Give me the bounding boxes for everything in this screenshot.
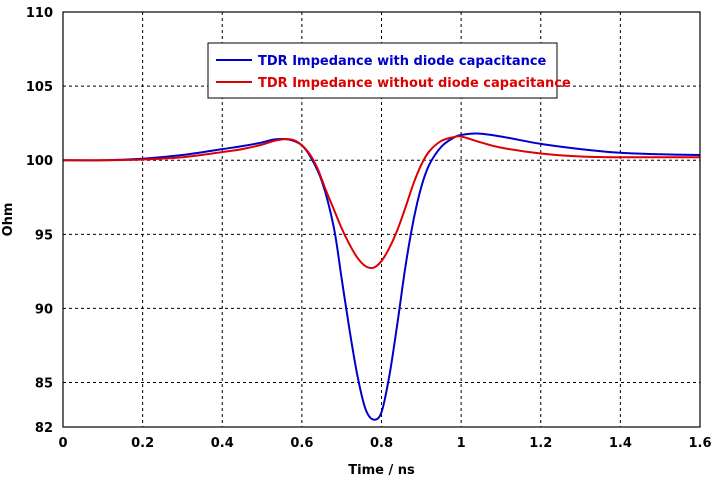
legend-label-with-capacitance: TDR Impedance with diode capacitance [258, 54, 547, 69]
series-line-with-capacitance [62, 132, 701, 421]
x-axis-label: Time / ns [348, 463, 415, 478]
grid-lines [63, 12, 700, 427]
x-tick-labels: 0 0.2 0.4 0.6 0.8 1 1.2 1.4 1.6 [58, 436, 711, 451]
x-tick-label: 1 [457, 436, 466, 451]
x-tick-label: 1.4 [609, 436, 632, 451]
y-tick-label: 110 [26, 6, 53, 21]
y-tick-labels: 82 85 90 95 100 105 110 [26, 6, 53, 436]
plot-frame [62, 11, 701, 428]
x-tick-label: 1.6 [688, 436, 711, 451]
y-tick-label: 105 [26, 80, 53, 95]
series-line-without-capacitance [62, 135, 700, 270]
legend-box [207, 42, 558, 99]
y-axis-label: Ohm [1, 203, 16, 237]
x-tick-label: 1.2 [529, 436, 552, 451]
y-tick-label: 82 [35, 421, 53, 436]
x-tick-label: 0.2 [131, 436, 154, 451]
x-tick-label: 0.6 [290, 436, 313, 451]
legend: TDR Impedance with diode capacitance TDR… [207, 42, 571, 99]
x-tick-label: 0.8 [370, 436, 393, 451]
y-tick-label: 100 [26, 154, 53, 169]
legend-label-without-capacitance: TDR Impedance without diode capacitance [258, 76, 571, 91]
y-tick-label: 85 [35, 377, 53, 392]
x-tick-label: 0 [58, 436, 67, 451]
y-tick-label: 95 [35, 228, 53, 243]
series-lines [62, 132, 701, 421]
x-tick-label: 0.4 [211, 436, 234, 451]
y-tick-label: 90 [35, 302, 53, 317]
